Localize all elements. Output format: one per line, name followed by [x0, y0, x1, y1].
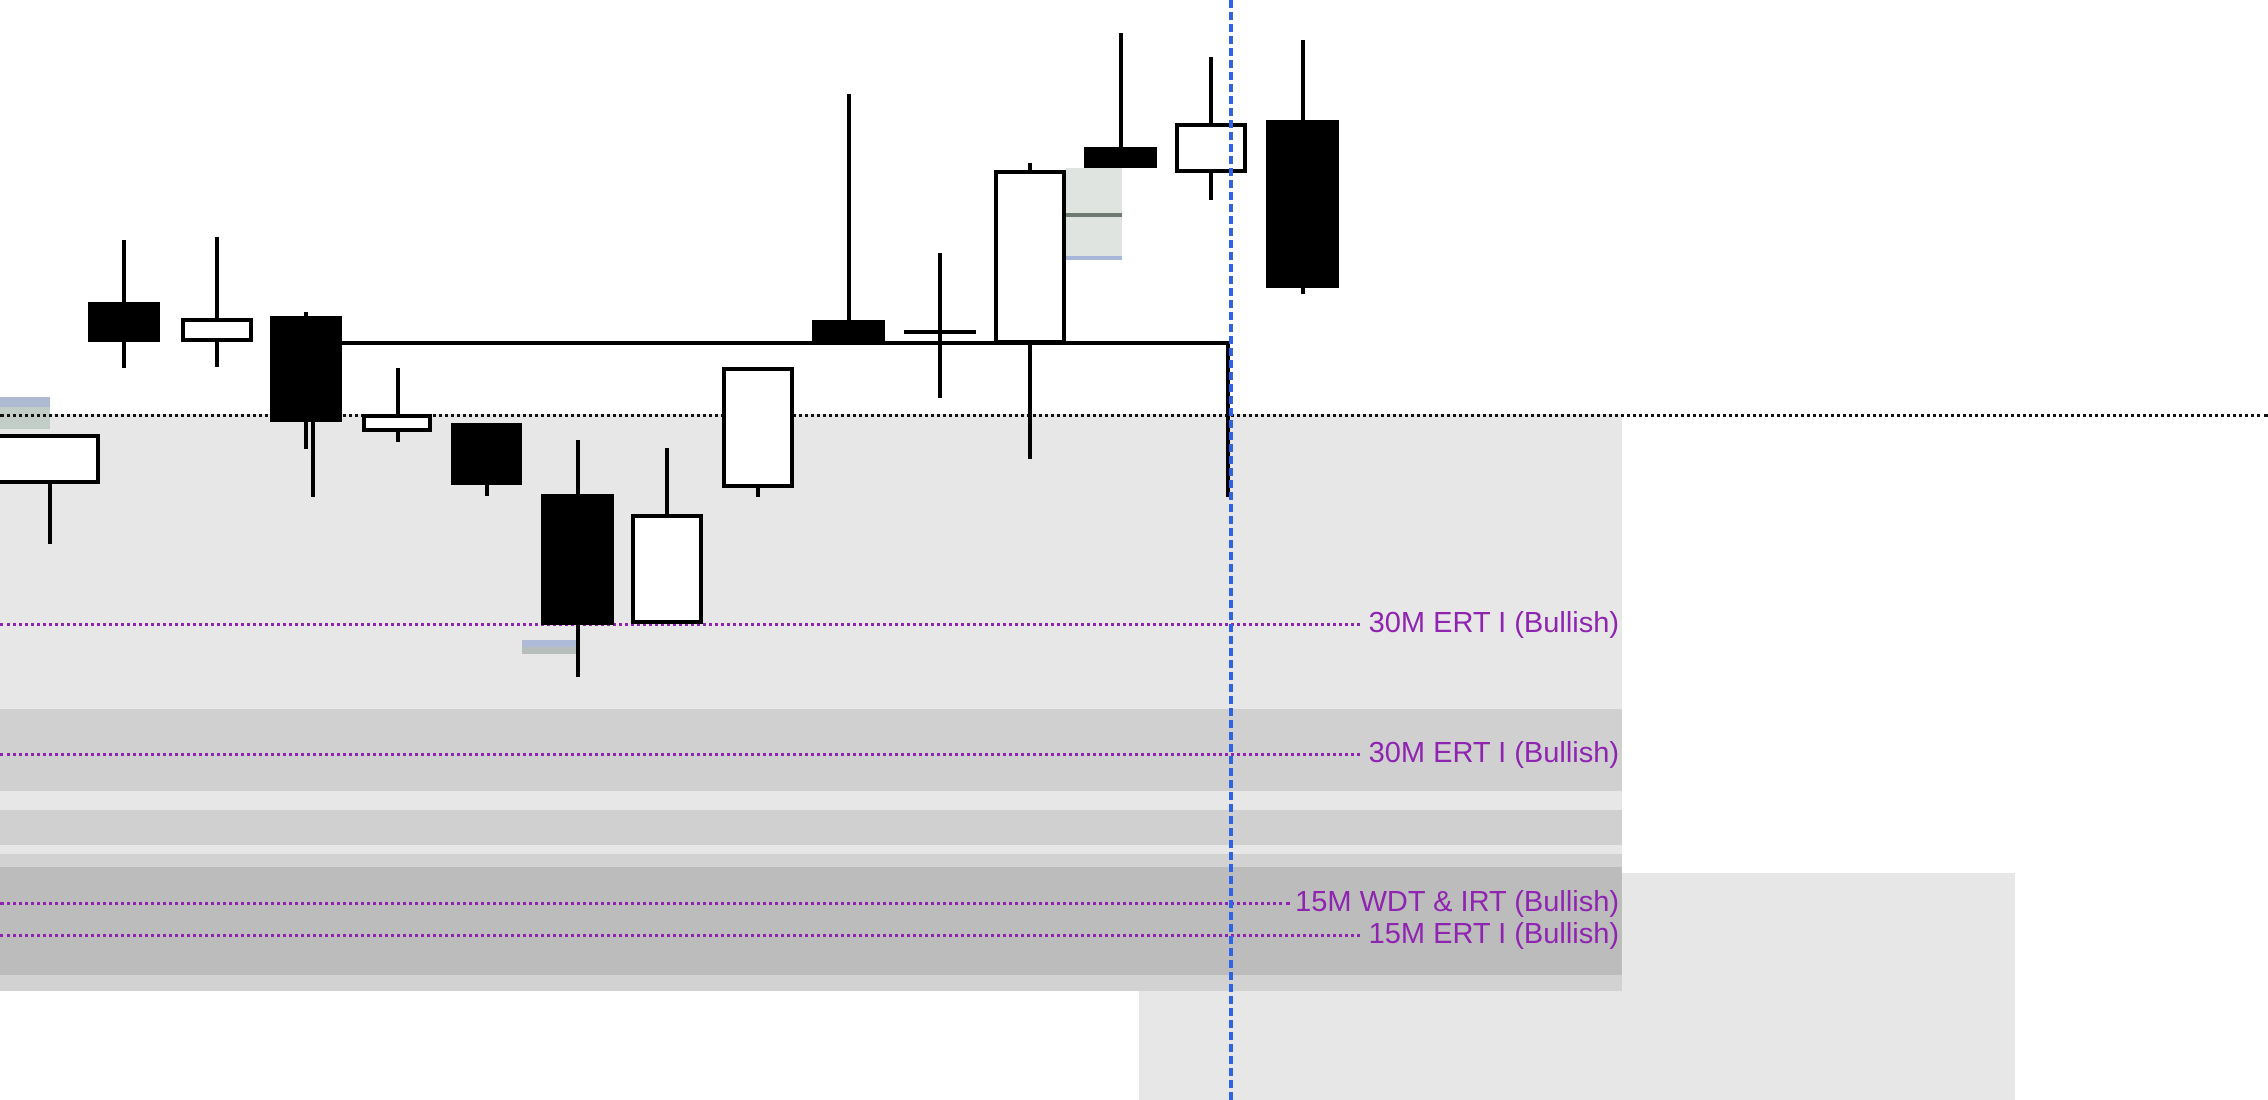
- level-30m-ert-ii-line[interactable]: [0, 623, 1360, 626]
- order-block-box: [1066, 168, 1122, 260]
- candle-11-body: [994, 170, 1066, 344]
- demand-band-thin: [0, 854, 1622, 867]
- demand-band-main: [0, 867, 1622, 975]
- candle-4-body: [362, 414, 432, 432]
- candle-10-body: [904, 330, 976, 334]
- level-black-dotted-line[interactable]: [0, 414, 2268, 417]
- candle-10-wick: [938, 253, 942, 398]
- level-15m-ert-i-label: 15M ERT I (Bullish): [1368, 918, 1619, 950]
- fvg-marker-mid: [522, 640, 580, 654]
- fvg-marker-left: [0, 397, 50, 429]
- candle-7-body: [631, 514, 703, 624]
- fvg-marker-mid-upper: [522, 640, 580, 647]
- candle-9-body: [812, 320, 885, 344]
- candle-0-body: [0, 434, 100, 484]
- candle-8-body: [722, 367, 794, 488]
- candle-1-body: [88, 302, 160, 342]
- fvg-marker-left-lower: [0, 407, 50, 429]
- candle-5-body: [451, 423, 522, 485]
- candle-4-wick: [396, 368, 400, 442]
- level-30m-ert-i-label: 30M ERT I (Bullish): [1368, 737, 1619, 769]
- supply-band-upper: [0, 709, 1622, 791]
- candle-12-body: [1084, 147, 1157, 168]
- demand-band-foot: [0, 975, 1622, 991]
- candle-3-body: [270, 316, 342, 422]
- order-block-mid-line: [1066, 213, 1122, 217]
- level-15m-wdt-irt-label: 15M WDT & IRT (Bullish): [1295, 886, 1619, 918]
- level-30m-ert-ii-label: 30M ERT I (Bullish): [1368, 607, 1619, 639]
- current-time-marker[interactable]: [1229, 0, 1233, 1100]
- candle-9-wick: [847, 94, 851, 344]
- supply-band-mid: [0, 810, 1622, 845]
- candle-2-wick: [215, 237, 219, 367]
- fvg-marker-mid-lower: [522, 647, 580, 654]
- level-15m-wdt-irt-line[interactable]: [0, 902, 1290, 905]
- candle-0-wick: [48, 434, 52, 544]
- candle-6-body: [541, 494, 614, 625]
- candle-14-body: [1266, 120, 1339, 288]
- candle-13-body: [1175, 123, 1247, 173]
- candle-2-body: [181, 318, 253, 342]
- fvg-marker-left-upper: [0, 397, 50, 407]
- level-30m-ert-i-line[interactable]: [0, 753, 1360, 756]
- level-15m-ert-i-line[interactable]: [0, 934, 1360, 937]
- candle-12-wick: [1119, 33, 1123, 167]
- order-block-bottom-line: [1066, 256, 1122, 260]
